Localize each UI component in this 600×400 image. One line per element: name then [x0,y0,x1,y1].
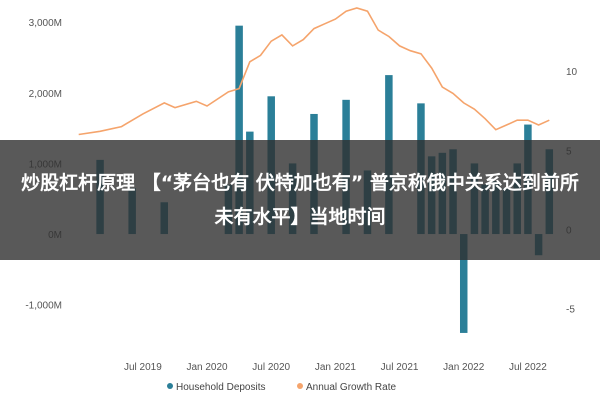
right-tick-label: -5 [566,304,575,315]
x-tick-label: Jan 2021 [315,362,357,373]
headline-banner: 炒股杠杆原理 【“茅台也有 伏特加也有” 普京称俄中关系达到前所未有水平】当地时… [0,140,600,260]
left-tick-label: 2,000M [29,89,62,100]
legend-marker-annual-growth-rate [297,383,303,389]
legend-label-household-deposits: Household Deposits [176,382,266,393]
legend-marker-household-deposits [167,383,173,389]
headline-text: 炒股杠杆原理 【“茅台也有 伏特加也有” 普京称俄中关系达到前所未有水平】当地时… [21,172,579,228]
left-tick-label: 3,000M [29,18,62,29]
bar [459,234,468,333]
x-tick-label: Jul 2020 [252,362,290,373]
left-tick-label: -1,000M [25,301,62,312]
x-tick-label: Jan 2022 [443,362,485,373]
x-tick-label: Jul 2019 [124,362,162,373]
legend-label-annual-growth-rate: Annual Growth Rate [306,382,396,393]
x-tick-label: Jul 2021 [381,362,419,373]
right-tick-label: 10 [566,67,578,78]
x-tick-label: Jul 2022 [509,362,547,373]
line-series-annual-growth-rate [78,7,550,136]
x-axis-ticks: Jul 2019 Jan 2020 Jul 2020 Jan 2021 Jul 2021… [124,362,547,373]
bar [235,25,243,235]
x-tick-label: Jan 2020 [186,362,228,373]
legend: Household Deposits Annual Growth Rate [167,382,396,393]
